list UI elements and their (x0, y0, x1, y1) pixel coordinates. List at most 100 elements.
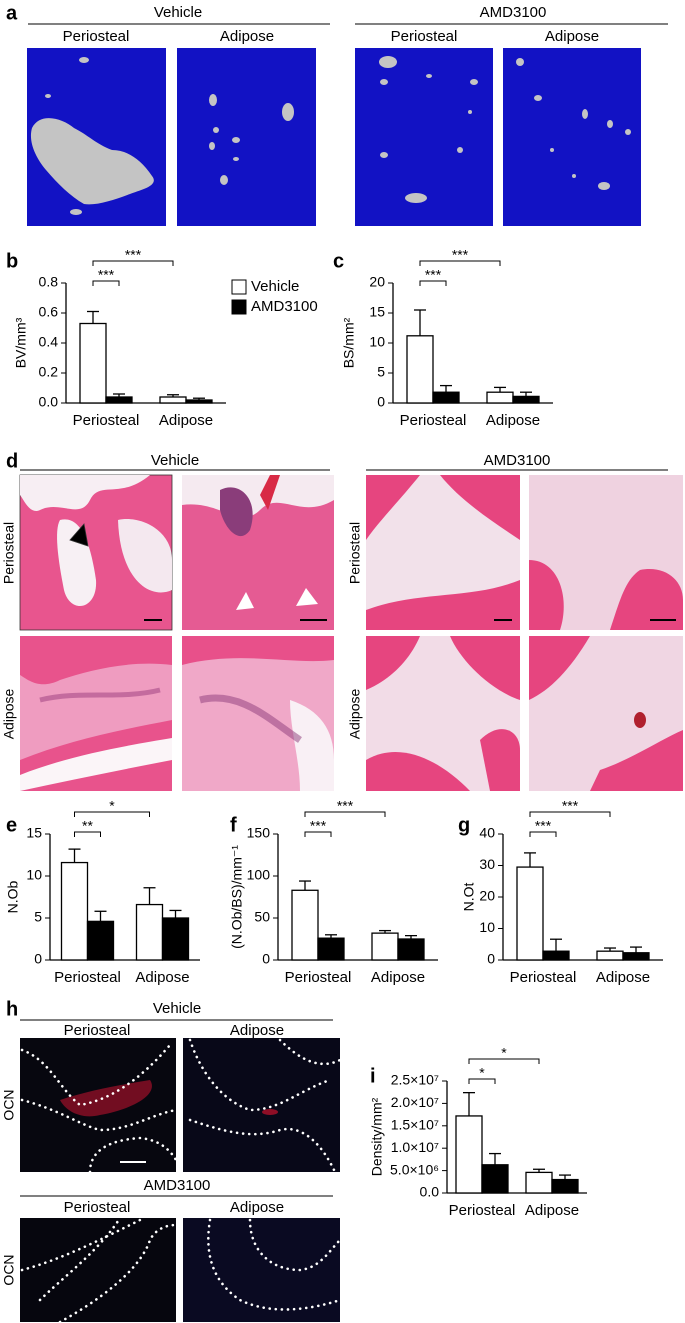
bar (291, 889, 319, 961)
bar (622, 952, 650, 961)
decoration (457, 147, 463, 153)
significance-bracket (468, 1058, 540, 1064)
micro-ct-image (177, 48, 316, 226)
bar (455, 1115, 483, 1194)
significance-label: *** (125, 247, 142, 263)
y-tick-label: 0.0 (420, 1184, 440, 1200)
significance-bracket (529, 811, 611, 817)
histology-image (529, 636, 683, 791)
y-tick-label: 10 (26, 867, 42, 883)
decoration (440, 475, 520, 540)
bar (551, 1178, 579, 1194)
bar (161, 917, 190, 961)
bar (185, 399, 213, 404)
decoration (534, 95, 542, 101)
group-title: Vehicle (151, 452, 199, 469)
x-tick-label: Periosteal (400, 412, 467, 429)
significance-label: *** (337, 798, 354, 814)
y-tick-label: 10 (479, 919, 495, 935)
column-title: Adipose (545, 28, 599, 45)
bar (525, 1171, 553, 1194)
histology-image (182, 475, 334, 630)
decoration (590, 730, 683, 791)
x-tick-label: Adipose (525, 1202, 579, 1219)
significance-bracket (74, 831, 101, 837)
decoration (220, 487, 253, 537)
panel-letter: b (6, 250, 18, 272)
decoration (516, 58, 524, 66)
decoration (20, 475, 150, 512)
panel-letter: c (333, 250, 344, 272)
row-title: OCN (1, 1254, 17, 1285)
significance-label: *** (452, 247, 469, 263)
decoration (260, 475, 280, 510)
histology-image (366, 636, 520, 791)
x-tick-label: Periosteal (285, 969, 352, 986)
decoration (79, 57, 89, 63)
significance-label: *** (562, 798, 579, 814)
x-tick-label: Adipose (486, 412, 540, 429)
bar (60, 861, 89, 961)
panel-h: h Vehicle Periosteal Adipose OCN AMD3100… (1, 998, 342, 1323)
y-tick-label: 5 (34, 909, 42, 925)
decoration (380, 79, 388, 85)
decoration (366, 475, 420, 540)
decoration (278, 1038, 342, 1066)
y-tick-label: 0.6 (39, 304, 59, 320)
decoration (450, 636, 520, 700)
y-tick-label: 1.0×10⁷ (391, 1139, 439, 1155)
group-title: AMD3100 (480, 4, 547, 21)
row-title: Periosteal (1, 522, 17, 584)
x-tick-label: Adipose (371, 969, 425, 986)
fluorescence-image (20, 1038, 178, 1174)
decoration (582, 109, 588, 119)
decoration (69, 523, 89, 547)
y-tick-label: 15 (26, 825, 42, 841)
bar (432, 391, 460, 404)
decoration (183, 1218, 340, 1322)
decoration (550, 148, 554, 152)
bar (406, 335, 434, 404)
decoration (405, 193, 427, 203)
group-title: AMD3100 (484, 452, 551, 469)
significance-bracket (92, 280, 120, 286)
column-title: Periosteal (63, 28, 130, 45)
decoration (426, 74, 432, 78)
decoration (38, 1216, 122, 1302)
decoration (282, 103, 294, 121)
y-axis-label: BS/mm² (341, 317, 357, 368)
decoration (379, 56, 397, 68)
decoration (468, 110, 472, 114)
significance-label: ** (82, 818, 93, 834)
decoration (20, 1218, 176, 1322)
bar (481, 1164, 509, 1194)
column-title: Adipose (230, 1022, 284, 1039)
significance-bracket (419, 280, 447, 286)
decoration (209, 142, 215, 150)
panel-a: a Vehicle Periosteal Adipose AMD3100 Per… (6, 2, 668, 226)
x-tick-label: Adipose (135, 969, 189, 986)
decoration (572, 174, 576, 178)
decoration (296, 588, 318, 606)
x-tick-label: Periosteal (54, 969, 121, 986)
row-title: Adipose (1, 688, 17, 739)
significance-label: *** (425, 267, 442, 283)
decoration (625, 129, 631, 135)
y-tick-label: 0.4 (39, 334, 59, 350)
y-tick-label: 15 (369, 304, 385, 320)
decoration (207, 1218, 342, 1311)
x-tick-label: Periosteal (449, 1202, 516, 1219)
y-tick-label: 0 (262, 951, 270, 967)
decoration (182, 636, 334, 665)
decoration (529, 636, 590, 700)
significance-bracket (92, 260, 174, 266)
decoration (177, 48, 316, 226)
decoration (470, 79, 478, 85)
panel-letter: e (6, 814, 17, 836)
decoration (290, 700, 334, 791)
column-title: Periosteal (64, 1022, 131, 1039)
column-title: Periosteal (64, 1199, 131, 1216)
y-tick-label: 2.5×10⁷ (391, 1072, 439, 1088)
decoration (88, 1136, 178, 1174)
decoration (248, 1218, 342, 1272)
